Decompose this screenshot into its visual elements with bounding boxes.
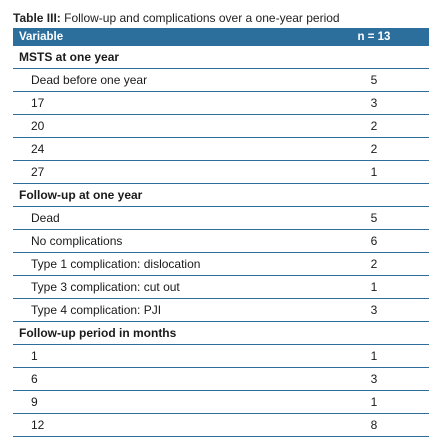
- table-header: Variable n = 13: [13, 28, 429, 46]
- table-row: Type 4 complication: PJI 3: [13, 299, 429, 322]
- row-value: 2: [370, 257, 378, 271]
- row-label: 20: [31, 119, 45, 133]
- row-value: 2: [370, 142, 378, 156]
- row-value: 1: [370, 280, 378, 294]
- table-row: No complications 6: [13, 230, 429, 253]
- row-label: 6: [31, 372, 38, 386]
- row-value: 5: [370, 211, 378, 225]
- row-label: 24: [31, 142, 45, 156]
- row-label: 12: [31, 418, 45, 432]
- table-caption-prefix: Table III:: [13, 11, 61, 25]
- row-value: 8: [370, 418, 378, 432]
- table-row: Dead before one year 5: [13, 69, 429, 92]
- header-variable: Variable: [19, 31, 64, 43]
- row-value: 1: [370, 395, 378, 409]
- row-value: 2: [370, 119, 378, 133]
- row-label: Dead before one year: [31, 73, 148, 87]
- table-row: 17 3: [13, 92, 429, 115]
- table-row: Type 1 complication: dislocation 2: [13, 253, 429, 276]
- row-label: Type 3 complication: cut out: [31, 280, 180, 294]
- row-label: Type 1 complication: dislocation: [31, 257, 201, 271]
- row-value: 5: [370, 73, 378, 87]
- row-value: 3: [370, 96, 378, 110]
- row-label: No complications: [31, 234, 123, 248]
- row-value: 1: [370, 349, 378, 363]
- table-caption: Table III: Follow-up and complications o…: [13, 10, 429, 28]
- row-label: 27: [31, 165, 45, 179]
- section-msts: MSTS at one year: [13, 46, 429, 69]
- row-value: 3: [370, 303, 378, 317]
- row-label: 17: [31, 96, 45, 110]
- table-row: Dead 5: [13, 207, 429, 230]
- table-container: Table III: Follow-up and complications o…: [13, 0, 429, 437]
- table-caption-text: Follow-up and complications over a one-y…: [60, 11, 340, 25]
- section-follow-up-period: Follow-up period in months: [13, 322, 429, 345]
- row-label: 1: [31, 349, 38, 363]
- row-value: 6: [370, 234, 378, 248]
- header-n: n = 13: [357, 31, 391, 43]
- table-row: 27 1: [13, 161, 429, 184]
- section-follow-up: Follow-up at one year: [13, 184, 429, 207]
- table-row: Type 3 complication: cut out 1: [13, 276, 429, 299]
- row-label: Type 4 complication: PJI: [31, 303, 162, 317]
- row-label: 9: [31, 395, 38, 409]
- table-row: 20 2: [13, 115, 429, 138]
- table-row: 12 8: [13, 414, 429, 437]
- row-value: 1: [370, 165, 378, 179]
- row-value: 3: [370, 372, 378, 386]
- row-label: Dead: [31, 211, 60, 225]
- table-row: 24 2: [13, 138, 429, 161]
